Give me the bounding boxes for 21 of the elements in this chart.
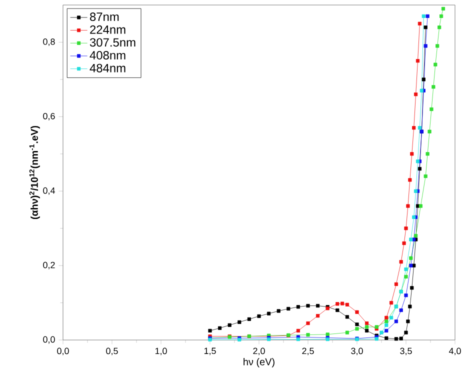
y-tick-label: 0,2	[43, 262, 55, 270]
x-axis-title: hν (eV)	[244, 358, 274, 368]
x-tick-label: 1,0	[155, 348, 167, 356]
y-tick-label: 0,4	[43, 187, 55, 195]
y-tick-label: 0,8	[43, 38, 55, 46]
legend-label: 484nm	[90, 64, 126, 72]
y-axis-title: (αhν)$^{2}$/10$^{12}$(nm$^{-1}$.eV)	[29, 126, 40, 220]
legend-label: 224nm	[90, 25, 126, 34]
x-tick-label: 1,5	[204, 348, 216, 356]
x-tick-label: 2,5	[302, 348, 314, 356]
x-tick-label: 4,0	[448, 348, 461, 356]
y-tick-label: 0,0	[43, 336, 55, 344]
x-tick-label: 0,0	[57, 348, 69, 356]
legend-label: 87nm	[90, 12, 119, 21]
x-tick-label: 3,0	[351, 348, 363, 356]
x-tick-label: 3,5	[400, 348, 412, 356]
x-tick-label: 2,0	[253, 348, 265, 356]
y-tick-label: 0,6	[43, 112, 55, 120]
x-tick-label: 0,5	[106, 348, 118, 356]
legend-label: 307.5nm	[90, 38, 136, 47]
legend-label: 408nm	[90, 51, 126, 60]
